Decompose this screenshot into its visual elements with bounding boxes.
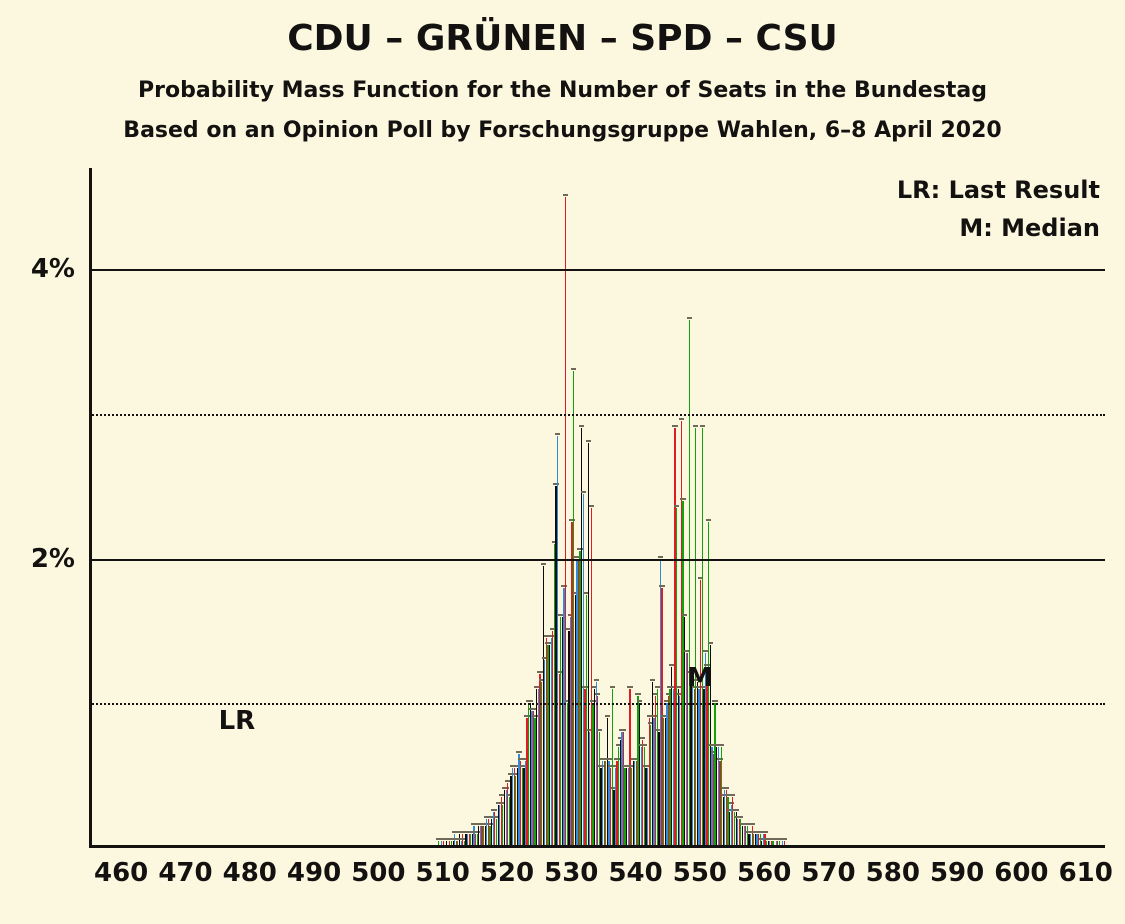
gridline-major	[89, 559, 1105, 561]
plot-marker-lr: LR	[219, 706, 256, 736]
legend-last-result: LR: Last Result	[897, 176, 1100, 204]
bar-cap	[563, 194, 568, 196]
x-tick-label: 600	[994, 858, 1048, 888]
x-tick-label: 470	[158, 858, 212, 888]
plot-area: LR M	[89, 168, 1105, 848]
bar-cap	[658, 556, 663, 558]
y-tick-label: 4%	[15, 254, 75, 284]
bar-cap	[642, 744, 647, 746]
bar-cap	[640, 737, 645, 739]
bar-cap	[637, 700, 642, 702]
x-axis	[89, 845, 1105, 848]
bar-cap	[672, 425, 677, 427]
bar-cap	[586, 440, 591, 442]
bar-cap	[627, 686, 632, 688]
y-tick-label: 2%	[15, 544, 75, 574]
bar-cap	[738, 816, 743, 818]
x-tick-label: 530	[544, 858, 598, 888]
gridline-major	[89, 269, 1105, 271]
x-tick-label: 490	[287, 858, 341, 888]
bar-cap	[589, 505, 594, 507]
x-tick-label: 480	[223, 858, 277, 888]
bar-cap	[528, 700, 533, 702]
bar-cap	[594, 679, 599, 681]
bar-cap	[680, 498, 685, 500]
bar-cap	[724, 787, 729, 789]
x-tick-label: 540	[608, 858, 662, 888]
bar-cap	[674, 505, 679, 507]
bar-cap	[706, 519, 711, 521]
bar-cap	[693, 425, 698, 427]
bar-cap	[682, 614, 687, 616]
bar-cap	[621, 729, 626, 731]
x-tick-label: 510	[416, 858, 470, 888]
bar-cap	[762, 831, 767, 833]
x-tick-label: 570	[801, 858, 855, 888]
bar-cap	[516, 751, 521, 753]
bar-cap	[750, 823, 755, 825]
gridline-minor	[89, 703, 1105, 705]
bar-cap	[700, 425, 705, 427]
bar-cap	[541, 563, 546, 565]
chart-title: CDU – GRÜNEN – SPD – CSU	[0, 18, 1125, 59]
bar-cap	[571, 368, 576, 370]
y-axis	[89, 168, 92, 848]
plot-marker-m: M	[687, 663, 713, 693]
bar-cap	[610, 686, 615, 688]
bar-cap	[579, 425, 584, 427]
x-tick-label: 560	[737, 858, 791, 888]
x-tick-label: 550	[673, 858, 727, 888]
bar-cap	[595, 693, 600, 695]
x-tick-label: 590	[930, 858, 984, 888]
chart-subtitle-2: Based on an Opinion Poll by Forschungsgr…	[0, 118, 1125, 143]
bar-cap	[782, 838, 787, 840]
x-tick-label: 500	[351, 858, 405, 888]
x-tick-label: 580	[866, 858, 920, 888]
bar-cap	[650, 679, 655, 681]
bar-cap	[687, 317, 692, 319]
bar-cap	[730, 794, 735, 796]
bar-cap	[712, 700, 717, 702]
bar-cap	[708, 642, 713, 644]
bar-cap	[734, 809, 739, 811]
legend-median: M: Median	[959, 214, 1100, 242]
bar-cap	[719, 744, 724, 746]
gridline-minor	[89, 414, 1105, 416]
bar-cap	[605, 715, 610, 717]
bar-cap	[635, 693, 640, 695]
bar-cap	[597, 729, 602, 731]
x-tick-label: 610	[1059, 858, 1113, 888]
chart-subtitle-1: Probability Mass Function for the Number…	[0, 78, 1125, 103]
bar-cap	[679, 418, 684, 420]
x-tick-label: 460	[94, 858, 148, 888]
bar-cap	[581, 491, 586, 493]
bar-cap	[555, 433, 560, 435]
bar-cap	[659, 585, 664, 587]
x-tick-label: 520	[480, 858, 534, 888]
